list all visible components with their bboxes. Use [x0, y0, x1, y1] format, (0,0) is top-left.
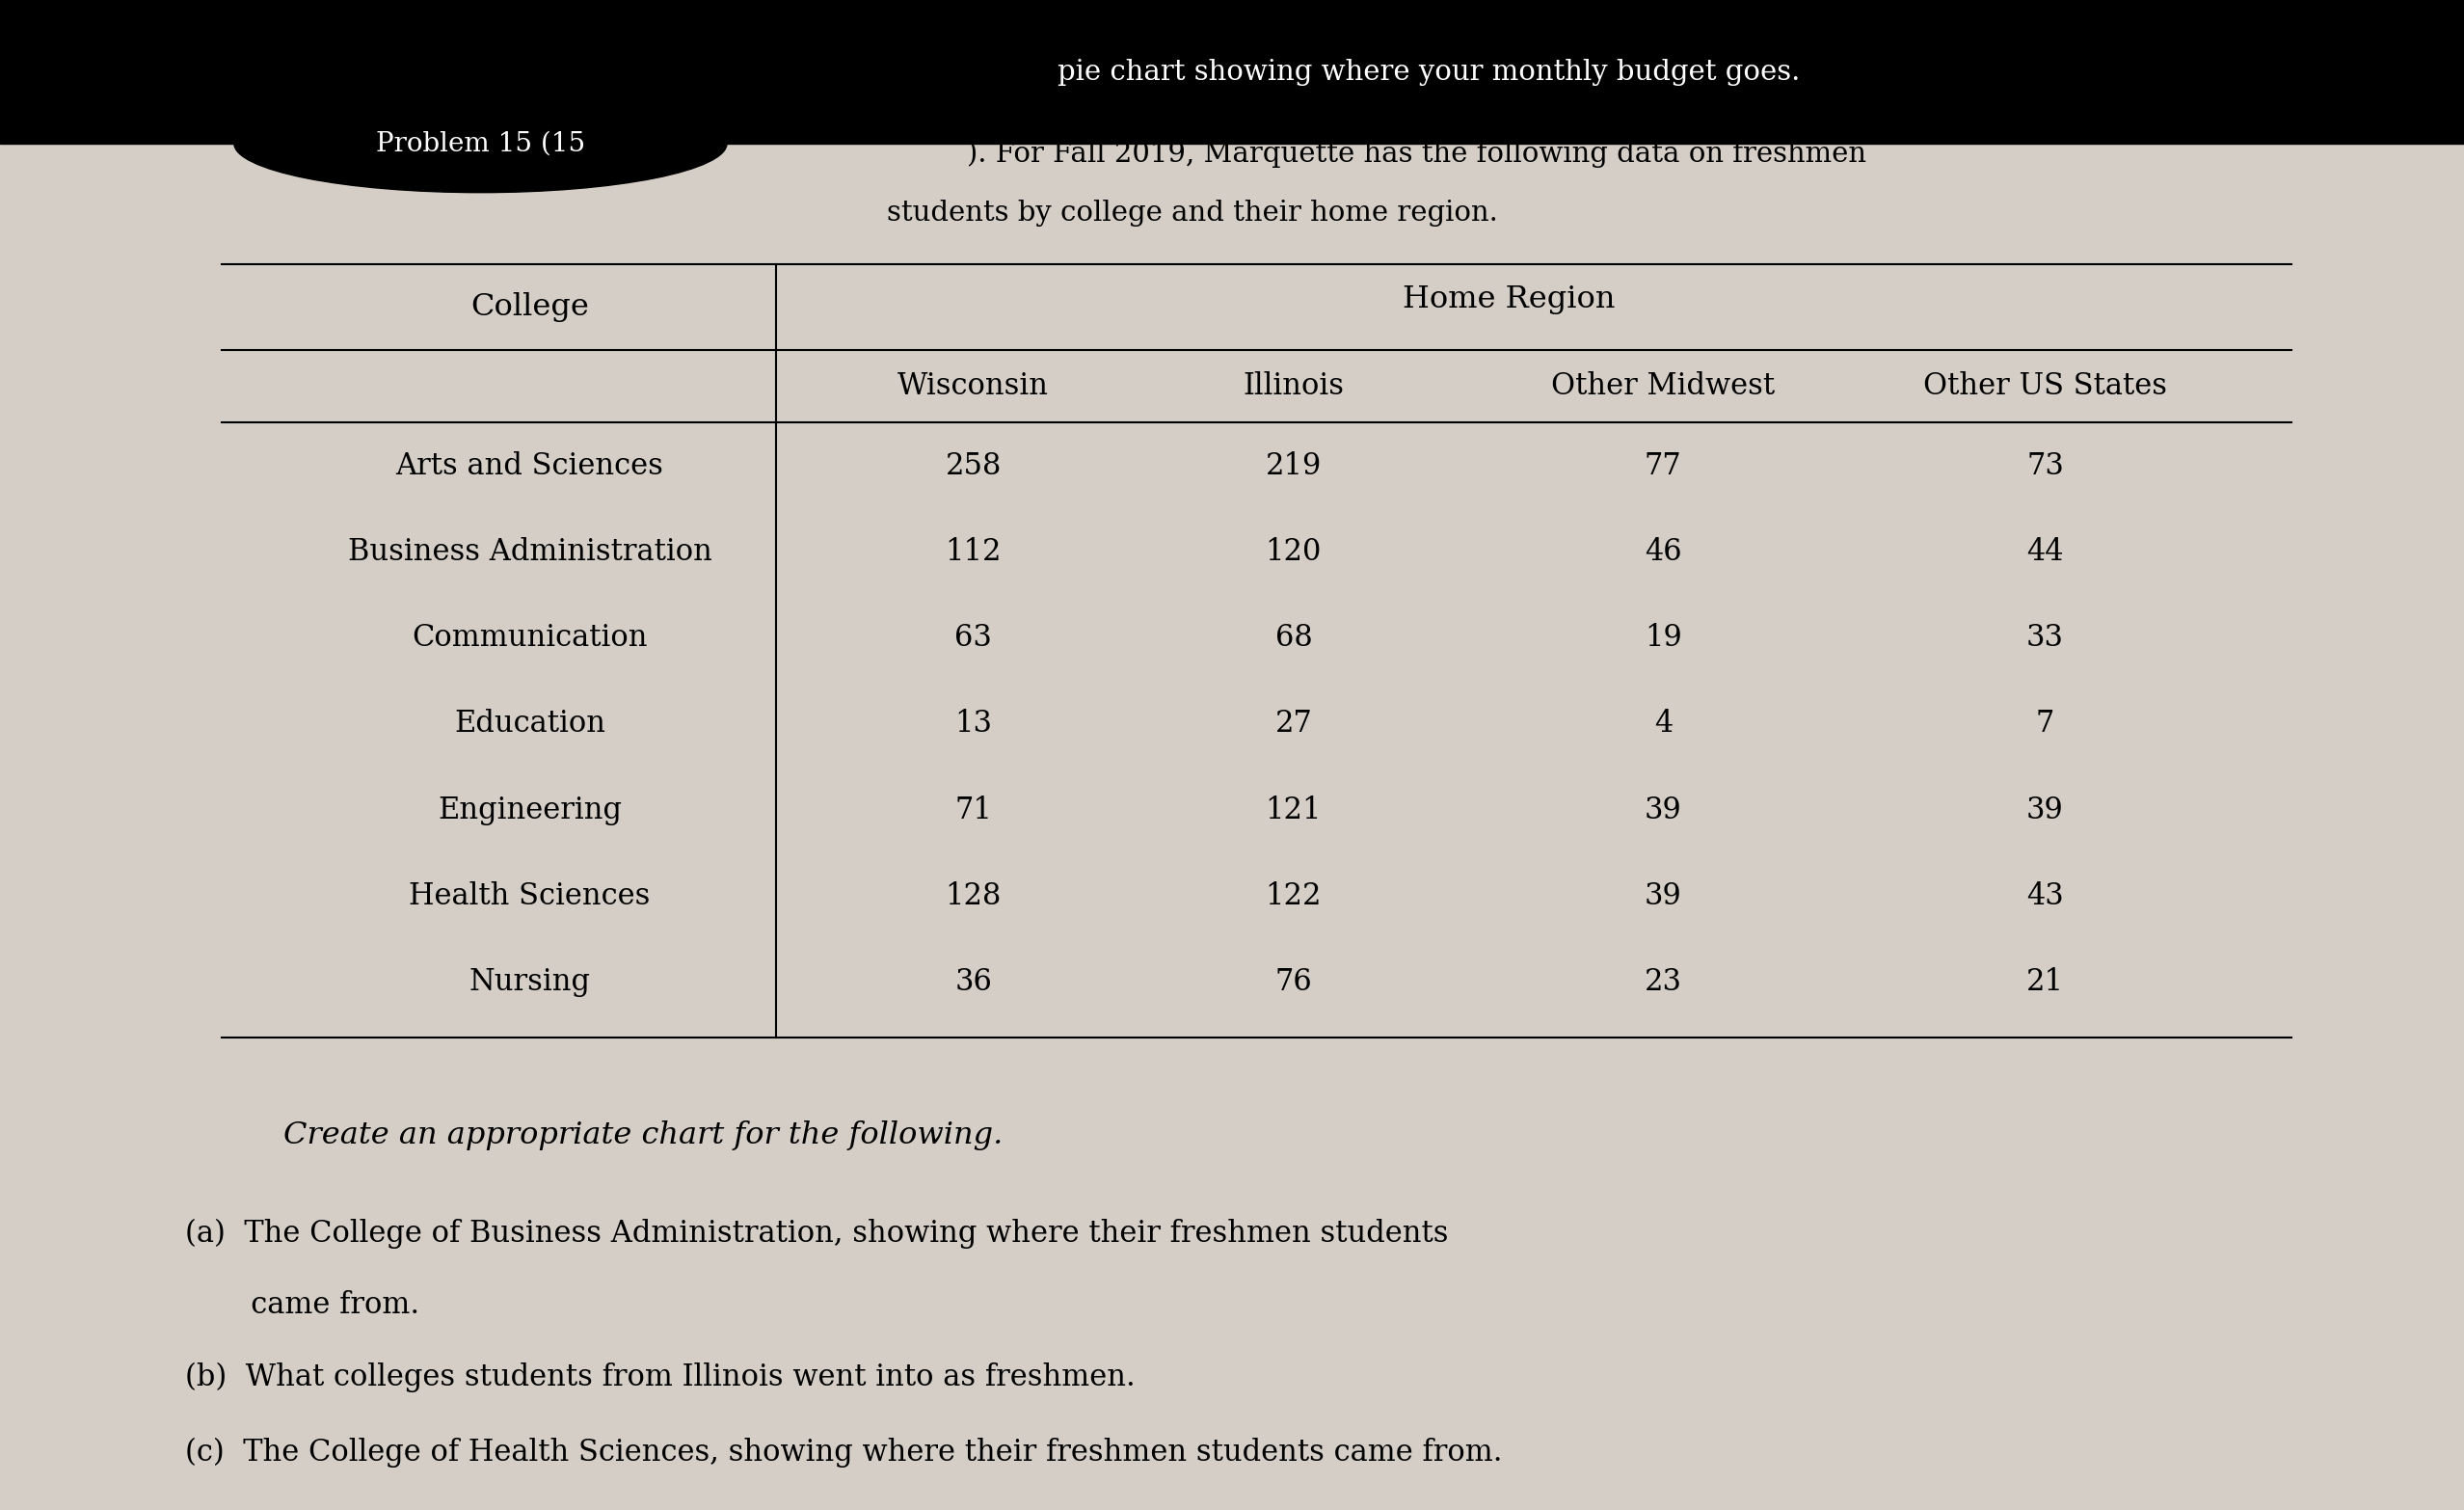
Text: 71: 71 — [954, 796, 993, 824]
Text: Illinois: Illinois — [1242, 371, 1345, 402]
Text: Other US States: Other US States — [1924, 371, 2166, 402]
Text: 121: 121 — [1266, 796, 1321, 824]
Text: came from.: came from. — [185, 1290, 419, 1320]
Text: Create an appropriate chart for the following.: Create an appropriate chart for the foll… — [283, 1120, 1003, 1151]
Text: 68: 68 — [1274, 624, 1313, 652]
Text: 19: 19 — [1643, 624, 1683, 652]
Bar — [0, 0, 2464, 143]
Text: Arts and Sciences: Arts and Sciences — [397, 451, 663, 480]
Text: College: College — [471, 293, 589, 322]
Text: (c)  The College of Health Sciences, showing where their freshmen students came : (c) The College of Health Sciences, show… — [185, 1438, 1503, 1468]
Text: students by college and their home region.: students by college and their home regio… — [887, 199, 1498, 226]
Text: ). For Fall 2019, Marquette has the following data on freshmen: ). For Fall 2019, Marquette has the foll… — [966, 140, 1868, 168]
Text: 122: 122 — [1266, 882, 1321, 911]
Text: Engineering: Engineering — [439, 796, 621, 824]
Text: 39: 39 — [2025, 796, 2065, 824]
Ellipse shape — [234, 94, 727, 192]
Text: Health Sciences: Health Sciences — [409, 882, 650, 911]
Text: (a)  The College of Business Administration, showing where their freshmen studen: (a) The College of Business Administrati… — [185, 1219, 1449, 1249]
Text: Wisconsin: Wisconsin — [897, 371, 1050, 402]
Text: Problem 15 (15: Problem 15 (15 — [377, 130, 584, 157]
Text: 77: 77 — [1643, 451, 1683, 480]
Text: 63: 63 — [954, 624, 993, 652]
Text: 44: 44 — [2025, 538, 2065, 566]
Text: 39: 39 — [1643, 796, 1683, 824]
Text: 46: 46 — [1643, 538, 1683, 566]
Text: Other Midwest: Other Midwest — [1552, 371, 1774, 402]
Text: 112: 112 — [946, 538, 1000, 566]
Text: 76: 76 — [1274, 968, 1313, 997]
Text: 33: 33 — [2025, 624, 2065, 652]
Text: 39: 39 — [1643, 882, 1683, 911]
Text: 120: 120 — [1266, 538, 1321, 566]
Text: 7: 7 — [2035, 710, 2055, 738]
Text: 43: 43 — [2025, 882, 2065, 911]
Text: 23: 23 — [1643, 968, 1683, 997]
Text: 21: 21 — [2025, 968, 2065, 997]
Text: Nursing: Nursing — [468, 968, 591, 997]
Text: 4: 4 — [1653, 710, 1673, 738]
Text: 219: 219 — [1266, 451, 1321, 480]
Text: Business Administration: Business Administration — [347, 538, 712, 566]
Text: Communication: Communication — [411, 624, 648, 652]
Text: 13: 13 — [954, 710, 993, 738]
Text: Education: Education — [453, 710, 606, 738]
Text: 36: 36 — [954, 968, 993, 997]
Text: pie chart showing where your monthly budget goes.: pie chart showing where your monthly bud… — [1057, 59, 1801, 86]
Text: 258: 258 — [946, 451, 1000, 480]
Text: 73: 73 — [2025, 451, 2065, 480]
Text: Home Region: Home Region — [1402, 285, 1616, 314]
Text: 27: 27 — [1274, 710, 1313, 738]
Text: 128: 128 — [946, 882, 1000, 911]
Text: (b)  What colleges students from Illinois went into as freshmen.: (b) What colleges students from Illinois… — [185, 1362, 1136, 1392]
